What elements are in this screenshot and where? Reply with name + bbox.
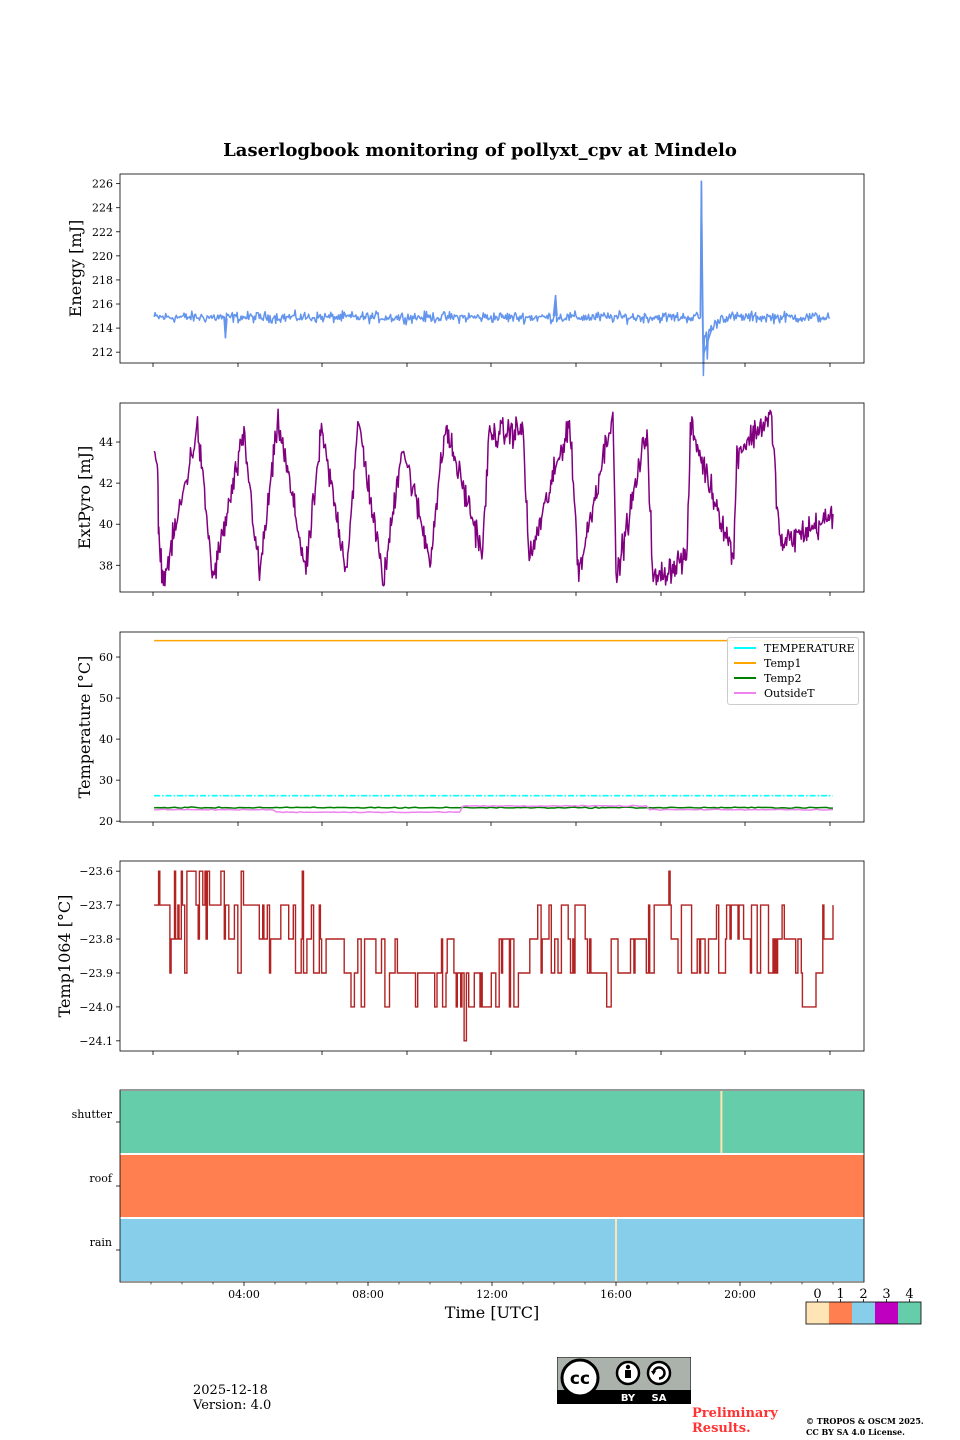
cc-by-sa-badge: cc BY SA bbox=[557, 1357, 691, 1404]
temperature-legend: TEMPERATURE Temp1 Temp2 OutsideT bbox=[727, 637, 859, 705]
legend-swatch bbox=[734, 647, 756, 649]
colorbar-swatch-3 bbox=[875, 1302, 898, 1324]
status-exception-rain bbox=[615, 1219, 617, 1281]
panel-temp1064: −24.1 −24.0 −23.9 −23.8 −23.7 −23.6 Temp1064 [… bbox=[55, 860, 865, 1055]
footer-version: Version: 4.0 bbox=[193, 1398, 272, 1413]
series-line-outsidet bbox=[154, 804, 834, 814]
panel-extpyro: 38 40 42 44 ExtPyro [mJ] bbox=[75, 402, 865, 596]
y-tick-label: 214 bbox=[92, 322, 113, 335]
y-tick-label: 44 bbox=[99, 436, 113, 449]
legend-item-temperature: TEMPERATURE bbox=[734, 641, 855, 655]
footer-date: 2025-12-18 bbox=[193, 1383, 268, 1398]
footer-date-version: 2025-12-18 Version: 4.0 bbox=[193, 1383, 271, 1413]
energy-peak-line bbox=[552, 294, 558, 317]
colorbar-frame bbox=[805, 1301, 922, 1325]
colorbar-label: 3 bbox=[882, 1287, 890, 1302]
axes-frame bbox=[119, 631, 865, 823]
y-tick-label: 222 bbox=[92, 226, 113, 239]
axes-frame bbox=[119, 860, 865, 1052]
y-tick-label: −23.6 bbox=[79, 865, 113, 878]
energy-series-line bbox=[153, 180, 831, 377]
y-axis-label: ExtPyro [mJ] bbox=[75, 446, 94, 549]
y-tick-label: 38 bbox=[99, 559, 113, 572]
y-tick-label: 30 bbox=[99, 774, 113, 787]
legend-label: Temp2 bbox=[764, 671, 802, 685]
axes-frame bbox=[119, 402, 865, 593]
status-row-rain bbox=[120, 1219, 864, 1281]
legend-swatch bbox=[734, 692, 756, 694]
y-tick-label: −24.0 bbox=[79, 1001, 113, 1014]
svg-text:BY: BY bbox=[621, 1393, 636, 1404]
legend-swatch bbox=[734, 662, 756, 664]
y-tick-label: 216 bbox=[92, 298, 113, 311]
y-tick-label: 220 bbox=[92, 250, 113, 263]
chart-title: Laserlogbook monitoring of pollyxt_cpv a… bbox=[223, 140, 737, 161]
y-tick-label: 218 bbox=[92, 274, 113, 287]
x-tick-label: 16:00 bbox=[600, 1288, 632, 1301]
colorbar-label: 0 bbox=[813, 1287, 821, 1302]
copyright-notice: © TROPOS & OSCM 2025. CC BY SA 4.0 Licen… bbox=[806, 1416, 924, 1438]
svg-text:SA: SA bbox=[652, 1393, 667, 1404]
copyright-line-1: © TROPOS & OSCM 2025. bbox=[806, 1416, 924, 1426]
preliminary-text: Preliminary Results. bbox=[692, 1406, 778, 1436]
energy-dip-line bbox=[223, 316, 228, 339]
y-tick-label: 40 bbox=[99, 733, 113, 746]
panel-status: shutter roof rain 04:00 08:00 12:00 16:00 20:00… bbox=[72, 1089, 922, 1325]
legend-item-outsidet: OutsideT bbox=[734, 686, 815, 700]
y-tick-label: 212 bbox=[92, 346, 113, 359]
y-tick-label: 60 bbox=[99, 651, 113, 664]
colorbar-swatch-2 bbox=[852, 1302, 875, 1324]
extpyro-series-line bbox=[153, 408, 834, 587]
y-tick-label: 224 bbox=[92, 202, 113, 215]
x-tick-label: 08:00 bbox=[352, 1288, 384, 1301]
status-row-label: shutter bbox=[72, 1108, 113, 1121]
status-row-label: roof bbox=[89, 1172, 113, 1185]
x-tick-label: 20:00 bbox=[724, 1288, 756, 1301]
legend-swatch bbox=[734, 677, 756, 679]
legend-label: TEMPERATURE bbox=[764, 641, 855, 655]
y-tick-label: 40 bbox=[99, 518, 113, 531]
x-axis-label: Time [UTC] bbox=[445, 1303, 539, 1322]
y-tick-label: 20 bbox=[99, 815, 113, 828]
legend-label: OutsideT bbox=[764, 686, 815, 700]
preliminary-results-label: Preliminary Results. bbox=[692, 1406, 792, 1436]
y-axis-label: Energy [mJ] bbox=[66, 220, 85, 318]
colorbar-swatch-1 bbox=[829, 1302, 852, 1324]
panel-energy: 212 214 216 218 220 222 224 226 Energy [mJ] bbox=[66, 173, 865, 377]
axes-frame bbox=[119, 173, 865, 364]
temp1064-series-line bbox=[154, 870, 834, 1042]
energy-spike-line bbox=[699, 180, 713, 356]
status-exception-shutter bbox=[720, 1091, 723, 1153]
colorbar-swatch-0 bbox=[806, 1302, 829, 1324]
series-line-temp2 bbox=[154, 806, 833, 810]
y-tick-label: 50 bbox=[99, 692, 113, 705]
colorbar-label: 2 bbox=[859, 1287, 867, 1302]
y-tick-label: −24.1 bbox=[79, 1035, 113, 1048]
legend-item-temp2: Temp2 bbox=[734, 671, 801, 685]
legend-item-temp1: Temp1 bbox=[734, 656, 801, 670]
panel-temperature: 20 30 40 50 60 Temperature [°C] bbox=[75, 631, 865, 828]
svg-text:cc: cc bbox=[570, 1369, 590, 1389]
copyright-line-2: CC BY SA 4.0 License. bbox=[806, 1427, 905, 1437]
y-axis-label: Temp1064 [°C] bbox=[55, 895, 74, 1018]
y-tick-label: −23.9 bbox=[79, 967, 113, 980]
y-tick-label: 42 bbox=[99, 477, 113, 490]
status-row-label: rain bbox=[90, 1236, 112, 1249]
colorbar-label: 4 bbox=[905, 1287, 913, 1302]
y-tick-label: 226 bbox=[92, 178, 113, 191]
colorbar-label: 1 bbox=[836, 1287, 844, 1302]
y-axis-label: Temperature [°C] bbox=[75, 656, 94, 799]
x-tick-label: 04:00 bbox=[228, 1288, 260, 1301]
status-row-roof bbox=[120, 1155, 864, 1217]
y-tick-label: −23.7 bbox=[79, 899, 113, 912]
x-tick-label: 12:00 bbox=[476, 1288, 508, 1301]
colorbar-swatch-4 bbox=[898, 1302, 921, 1324]
legend-label: Temp1 bbox=[764, 656, 802, 670]
status-row-shutter bbox=[120, 1091, 864, 1153]
y-tick-label: −23.8 bbox=[79, 933, 113, 946]
